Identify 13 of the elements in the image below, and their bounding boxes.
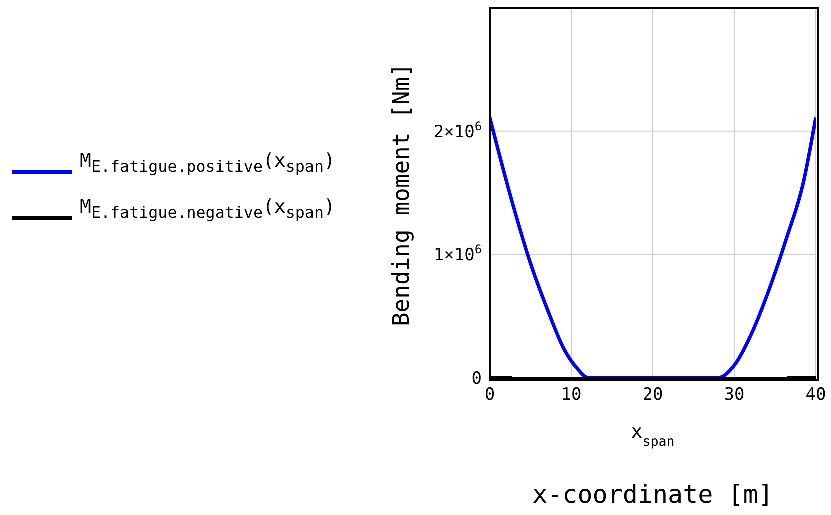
x-axis-title: x$_{span}$ — [631, 421, 675, 450]
x-tick-label: 0 — [484, 385, 496, 405]
legend-label: M$_{E.fatigue.negative}$(x$_{span}$) — [80, 196, 336, 224]
y-tick-label: 0 — [472, 369, 482, 389]
x-tick-label: 30 — [724, 385, 745, 405]
y-axis-title: Bending moment [Nm] — [389, 63, 415, 327]
y-tick-label: 2×10$^{6}$ — [434, 119, 482, 142]
x-tick-label: 20 — [642, 385, 664, 405]
y-tick-label: 1×10$^{6}$ — [434, 242, 482, 266]
legend-label: M$_{E.fatigue.positive}$(x$_{span}$) — [80, 150, 336, 178]
x-tick-label: 10 — [561, 385, 582, 405]
text: x-coordinate [m] — [532, 480, 774, 509]
x-tick-label: 40 — [806, 385, 826, 405]
